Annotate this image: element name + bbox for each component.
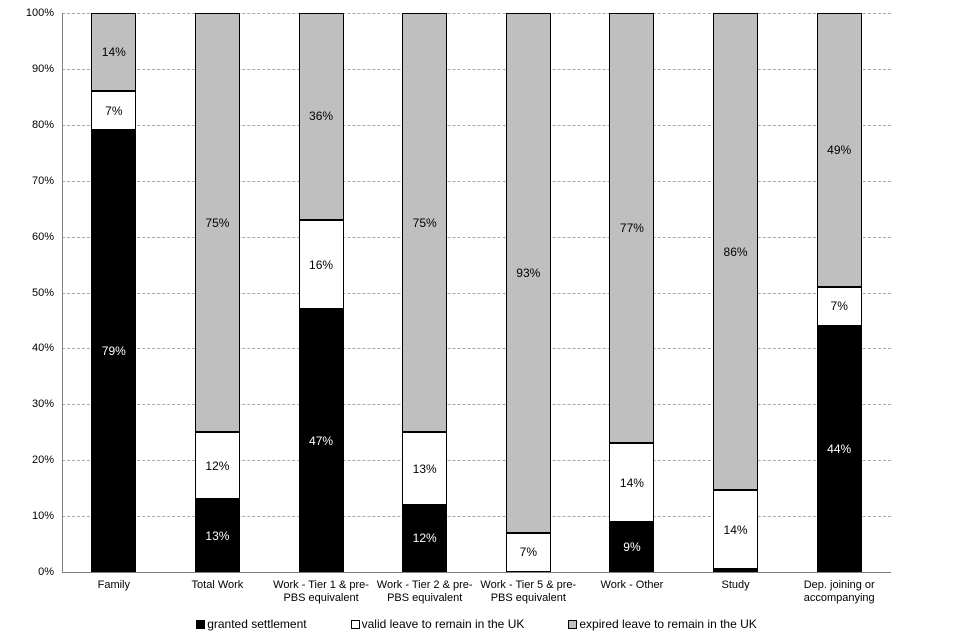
bar-segment-expired-leave-to-remain: 36% xyxy=(298,13,344,220)
bar-value-label: 49% xyxy=(827,142,852,157)
x-axis-label: Work - Other xyxy=(600,579,664,591)
gridline-40 xyxy=(62,348,891,350)
bar-value-label: 7% xyxy=(105,103,123,118)
y-axis-tick-label: 20% xyxy=(31,454,54,467)
bar-segment-expired-leave-to-remain: 77% xyxy=(609,13,655,444)
x-axis-label: Work - Tier 1 & pre- PBS equivalent xyxy=(273,579,369,604)
bar-segment-expired-leave-to-remain: 49% xyxy=(816,13,862,287)
bar-value-label: 12% xyxy=(205,458,230,473)
x-axis-label: Family xyxy=(97,579,130,591)
bar-value-label: 14% xyxy=(101,45,126,60)
legend-swatch-granted-settlement-icon xyxy=(196,619,206,629)
bar-value-label: 14% xyxy=(619,475,644,490)
legend-swatch-expired-leave-to-remain-icon xyxy=(568,619,578,629)
y-axis-tick-label: 80% xyxy=(31,118,54,131)
bar-value-label: 44% xyxy=(827,442,852,456)
bar-value-label: 7% xyxy=(830,299,848,314)
legend-label: valid leave to remain in the UK xyxy=(361,617,525,631)
bar-segment-granted-settlement: 13% xyxy=(194,499,240,572)
bar-segment-valid-leave-to-remain: 12% xyxy=(194,432,240,500)
bar-segment-valid-leave-to-remain: 7% xyxy=(816,286,862,327)
y-axis-tick-label: 50% xyxy=(31,286,54,299)
bar-segment-granted-settlement xyxy=(713,568,759,572)
bar-value-label: 13% xyxy=(205,528,230,543)
bar-segment-expired-leave-to-remain: 93% xyxy=(505,13,551,533)
bar-segment-valid-leave-to-remain: 16% xyxy=(298,219,344,310)
y-axis-line xyxy=(62,13,63,572)
gridline-10 xyxy=(62,516,891,518)
bar-value-label: 12% xyxy=(412,531,437,546)
gridline-70 xyxy=(62,180,891,182)
bar-value-label: 13% xyxy=(412,461,437,476)
bar-segment-granted-settlement: 44% xyxy=(816,326,862,572)
bar-segment-expired-leave-to-remain: 75% xyxy=(194,13,240,433)
bar-value-label: 16% xyxy=(309,257,334,272)
bar-value-label: 79% xyxy=(101,344,126,359)
bar-segment-granted-settlement: 12% xyxy=(402,504,448,572)
gridline-80 xyxy=(62,124,891,126)
x-axis-label: Study xyxy=(721,579,750,591)
bar-value-label: 14% xyxy=(723,522,748,537)
bar-value-label: 7% xyxy=(519,545,537,560)
gridline-30 xyxy=(62,404,891,406)
legend: granted settlement valid leave to remain … xyxy=(62,617,891,631)
legend-item-granted-settlement: granted settlement xyxy=(196,617,307,631)
bar-value-label: 75% xyxy=(205,215,230,230)
bar-segment-granted-settlement: 47% xyxy=(298,309,344,572)
y-axis-tick-label: 40% xyxy=(31,342,54,355)
bar-segment-valid-leave-to-remain: 7% xyxy=(91,91,137,131)
legend-label: granted settlement xyxy=(207,617,307,631)
gridline-50 xyxy=(62,292,891,294)
legend-label: expired leave to remain in the UK xyxy=(579,617,757,631)
legend-item-expired-leave-to-remain: expired leave to remain in the UK xyxy=(568,617,757,631)
gridline-60 xyxy=(62,236,891,238)
bar-segment-valid-leave-to-remain: 14% xyxy=(713,490,759,569)
x-axis-label: Total Work xyxy=(191,579,244,591)
x-axis-label: Work - Tier 5 & pre- PBS equivalent xyxy=(480,579,577,604)
bar-segment-expired-leave-to-remain: 75% xyxy=(402,13,448,433)
x-axis-line xyxy=(62,572,891,573)
bar-value-label: 36% xyxy=(309,109,334,124)
bar-value-label: 9% xyxy=(623,539,641,554)
y-axis-tick-label: 0% xyxy=(38,566,54,578)
bar-value-label: 86% xyxy=(723,244,748,259)
y-axis-tick-label: 10% xyxy=(31,510,54,523)
x-axis-label: Dep. joining or accompanying xyxy=(803,579,875,604)
y-axis-tick-label: 70% xyxy=(31,174,54,187)
gridline-90 xyxy=(62,68,891,70)
gridline-20 xyxy=(62,460,891,462)
y-axis-tick-label: 30% xyxy=(31,398,54,411)
x-axis-label: Work - Tier 2 & pre- PBS equivalent xyxy=(376,579,473,604)
bar-segment-valid-leave-to-remain: 14% xyxy=(609,443,655,522)
bar-value-label: 93% xyxy=(516,265,541,280)
y-axis-tick-label: 60% xyxy=(31,230,54,243)
bar-segment-expired-leave-to-remain: 86% xyxy=(713,13,759,491)
bar-value-label: 75% xyxy=(412,215,437,230)
bar-segment-granted-settlement: 9% xyxy=(609,521,655,572)
gridline-100 xyxy=(62,13,891,14)
bar-segment-granted-settlement: 79% xyxy=(91,130,137,572)
legend-item-valid-leave-to-remain: valid leave to remain in the UK xyxy=(350,617,525,631)
bar-segment-valid-leave-to-remain: 7% xyxy=(505,532,551,572)
legend-swatch-valid-leave-to-remain-icon xyxy=(350,619,360,629)
y-axis-tick-label: 100% xyxy=(25,7,54,19)
bar-value-label: 47% xyxy=(309,433,334,448)
bar-segment-valid-leave-to-remain: 13% xyxy=(402,432,448,505)
bar-value-label: 77% xyxy=(619,221,644,236)
bar-segment-expired-leave-to-remain: 14% xyxy=(91,13,137,92)
y-axis-tick-label: 90% xyxy=(31,62,54,75)
